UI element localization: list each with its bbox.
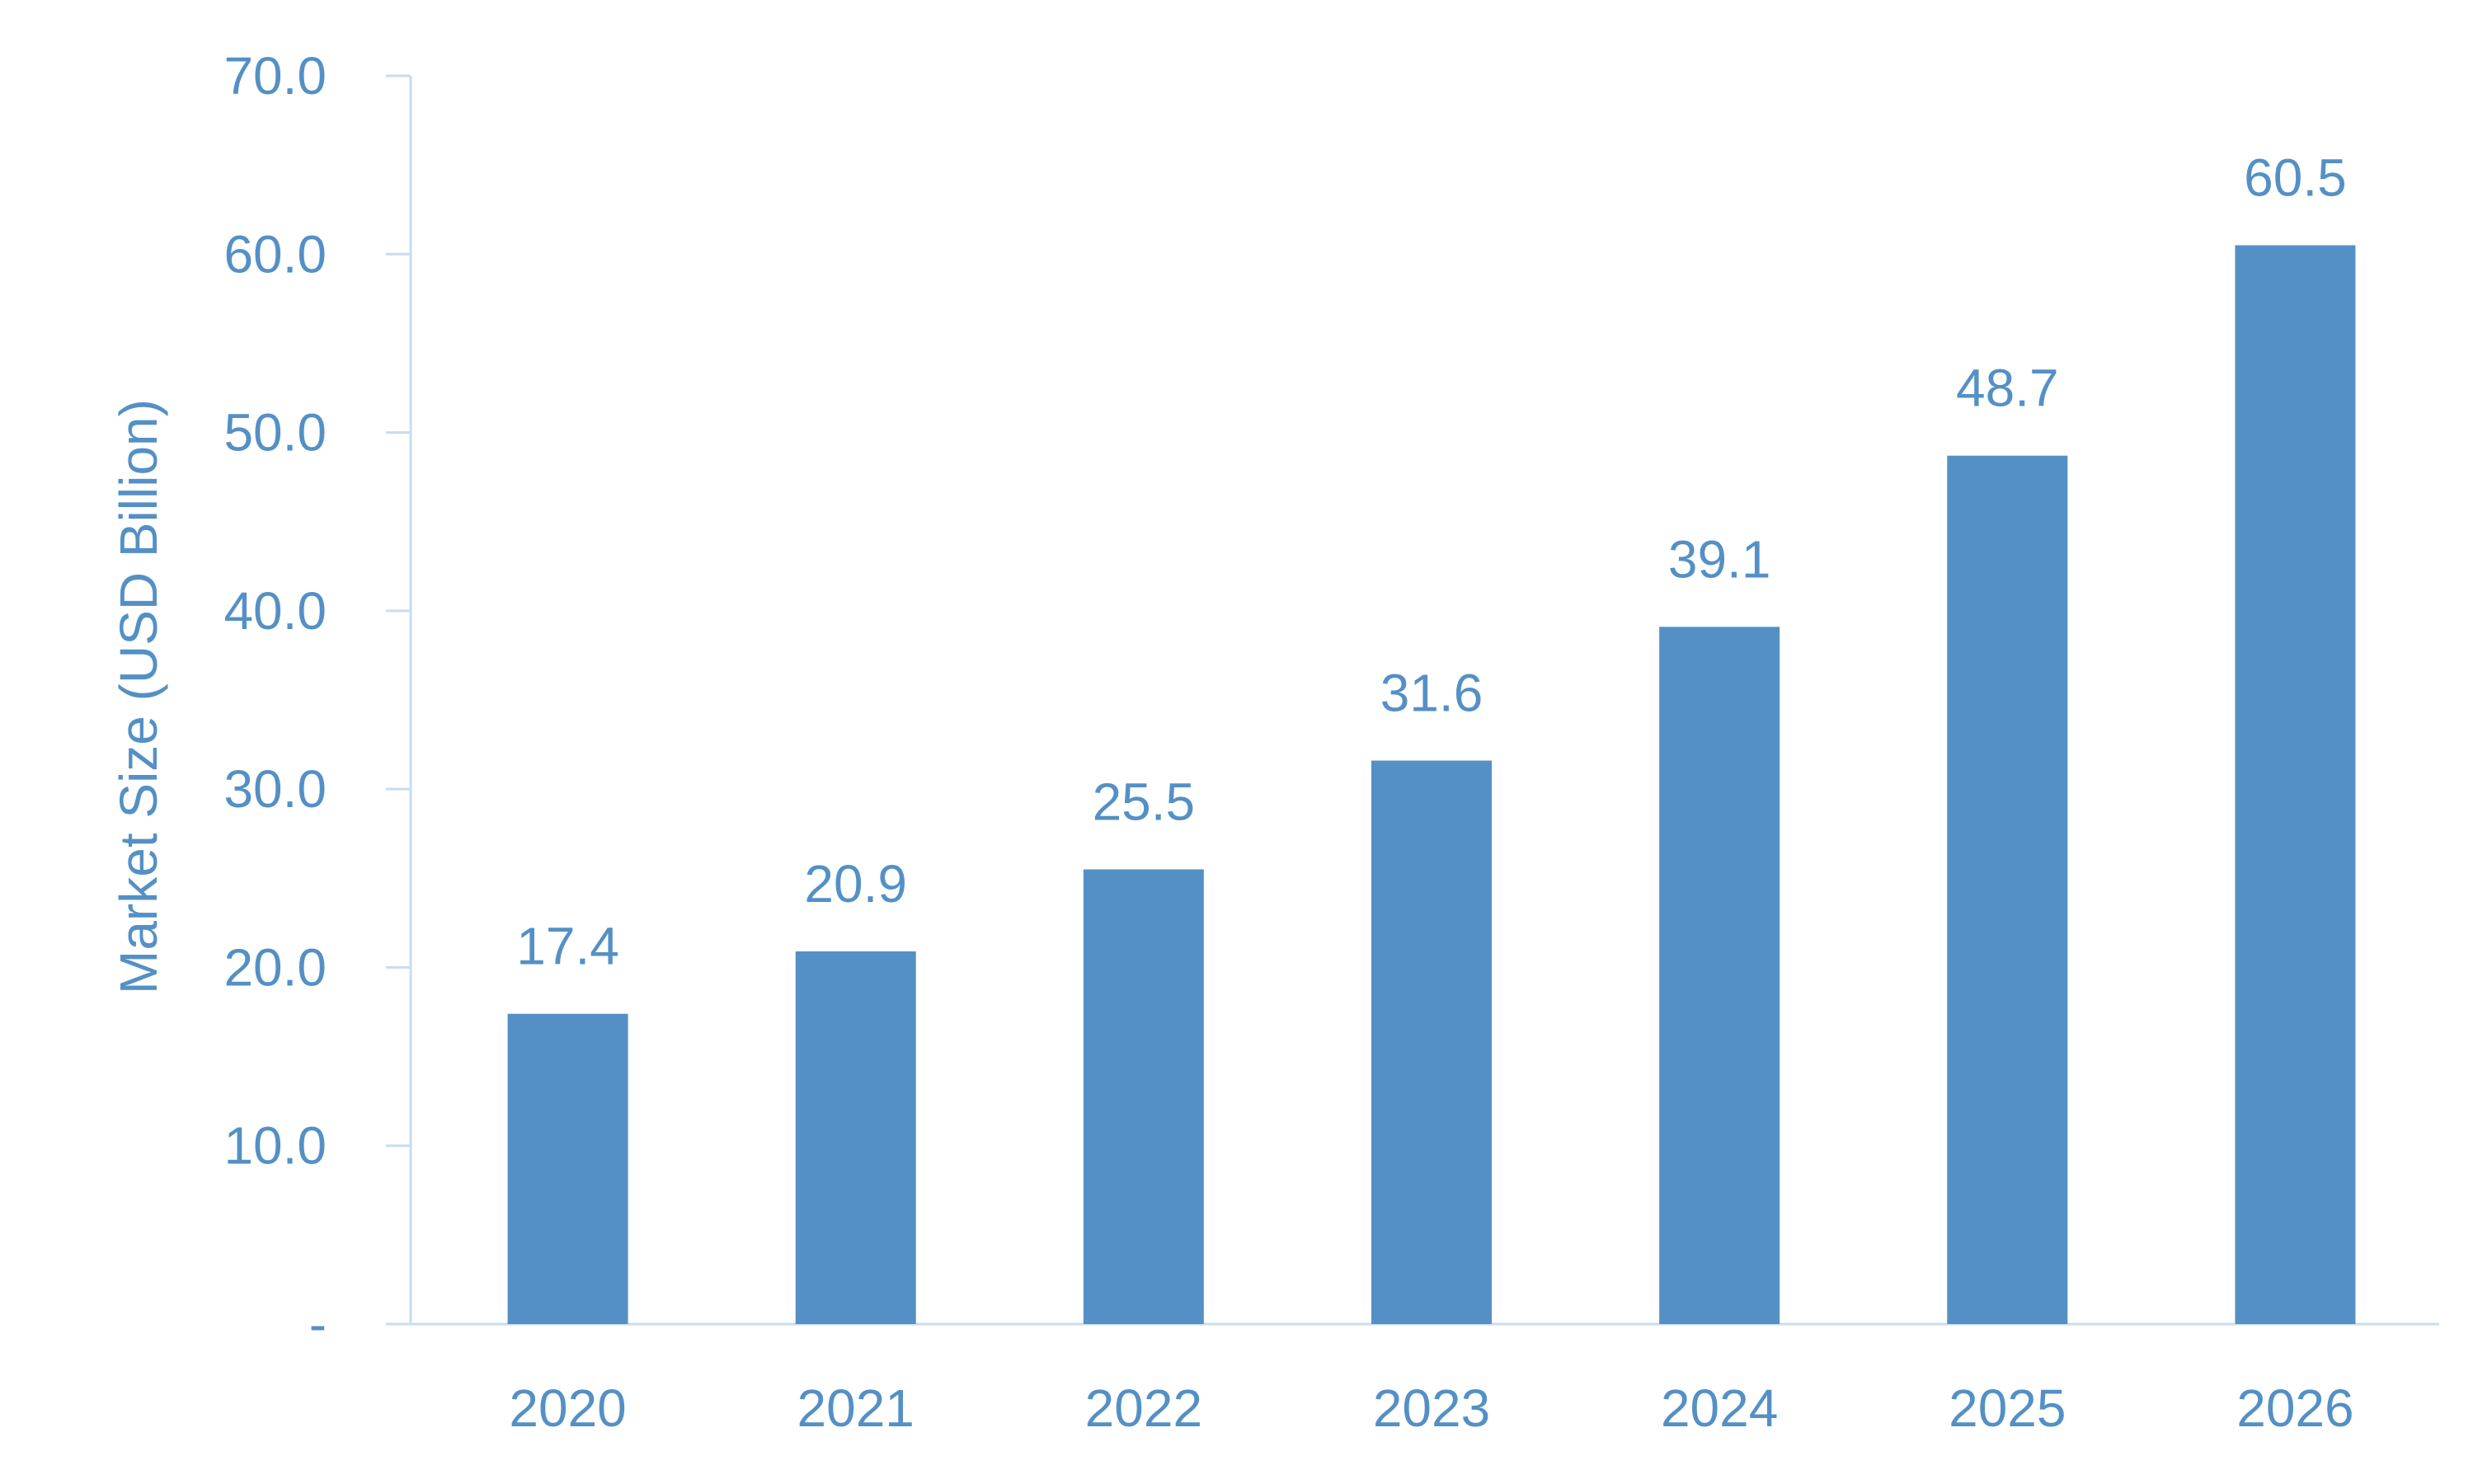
category-label-2025: 2025 xyxy=(1949,1378,2066,1438)
y-tick-label: 30.0 xyxy=(223,759,327,819)
bar-2022 xyxy=(1083,869,1204,1324)
y-tick-label: 40.0 xyxy=(223,581,327,641)
data-label-2021: 20.9 xyxy=(804,854,907,913)
category-label-2021: 2021 xyxy=(797,1378,915,1438)
bar-2024 xyxy=(1659,627,1780,1324)
bar-2020 xyxy=(507,1013,628,1324)
y-tick-label: 70.0 xyxy=(223,46,327,106)
category-label-2023: 2023 xyxy=(1373,1378,1490,1438)
y-tick-label: 50.0 xyxy=(223,403,327,463)
category-label-2022: 2022 xyxy=(1085,1378,1202,1438)
data-label-2022: 25.5 xyxy=(1093,772,1196,831)
y-tick-label: 60.0 xyxy=(223,224,327,284)
data-label-2020: 17.4 xyxy=(516,917,619,976)
category-label-2020: 2020 xyxy=(509,1378,626,1438)
bar-2023 xyxy=(1371,760,1492,1324)
bar-2025 xyxy=(1947,455,2068,1324)
bar-2021 xyxy=(795,951,916,1324)
category-labels: 2020 2021 2022 2023 2024 2025 2026 xyxy=(509,1378,2353,1438)
data-label-2025: 48.7 xyxy=(1956,359,2059,418)
bars xyxy=(507,245,2356,1324)
data-label-2023: 31.6 xyxy=(1380,664,1483,723)
y-axis: - 10.0 20.0 30.0 40.0 50.0 60.0 70.0 xyxy=(223,46,412,1354)
y-tick-label: 10.0 xyxy=(223,1116,327,1176)
bar-2026 xyxy=(2235,245,2356,1324)
data-labels: 17.4 20.9 25.5 31.6 39.1 48.7 60.5 xyxy=(516,148,2346,975)
category-label-2024: 2024 xyxy=(1661,1378,1778,1438)
y-tick-label: 20.0 xyxy=(223,937,327,997)
y-axis-title: Market Size (USD Billion) xyxy=(109,399,168,994)
y-tick-label: - xyxy=(309,1294,327,1354)
data-label-2024: 39.1 xyxy=(1668,529,1771,589)
category-label-2026: 2026 xyxy=(2236,1378,2353,1438)
data-label-2026: 60.5 xyxy=(2244,148,2347,207)
